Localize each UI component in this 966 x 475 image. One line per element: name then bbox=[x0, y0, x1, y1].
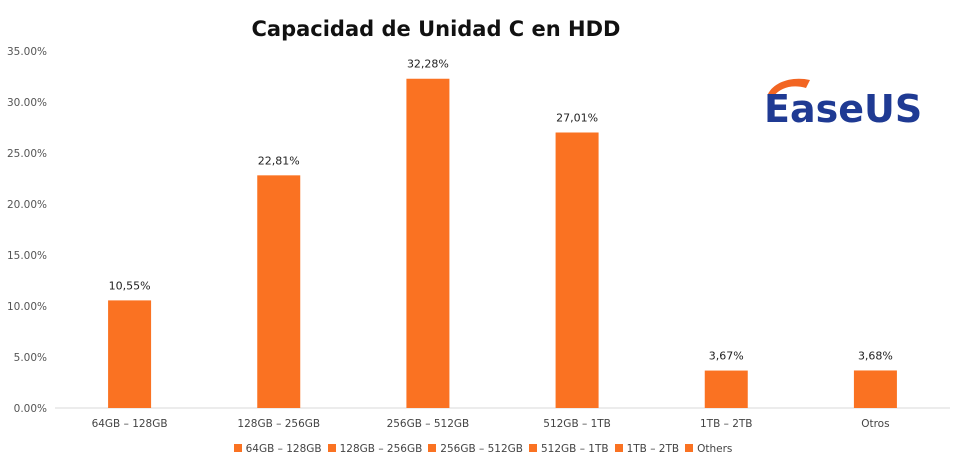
data-label: 27,01% bbox=[556, 111, 598, 124]
bars bbox=[108, 78, 897, 409]
legend-swatch-icon bbox=[685, 444, 694, 452]
y-tick-label: 30.00% bbox=[7, 97, 47, 109]
data-label: 3,67% bbox=[709, 350, 744, 363]
legend-item: 128GB – 256GB bbox=[327, 443, 423, 455]
legend-label: Others bbox=[697, 443, 733, 455]
legend-item: 64GB – 128GB bbox=[233, 443, 322, 455]
data-labels: 10,55% 22,81% 32,28% 27,01% 3,67% 3,68% bbox=[109, 58, 893, 363]
x-tick-label: 256GB – 512GB bbox=[387, 418, 470, 430]
bar bbox=[257, 175, 301, 408]
legend-item: 512GB – 1TB bbox=[528, 443, 609, 455]
y-tick-label: 10.00% bbox=[7, 301, 47, 313]
easeus-logo: EaseUS bbox=[762, 74, 932, 131]
y-tick-label: 25.00% bbox=[7, 148, 47, 160]
data-label: 22,81% bbox=[258, 154, 300, 167]
data-label: 32,28% bbox=[407, 58, 449, 71]
y-tick-label: 15.00% bbox=[7, 250, 47, 262]
bar bbox=[704, 370, 748, 408]
bar bbox=[108, 300, 152, 408]
legend-item: 256GB – 512GB bbox=[428, 443, 523, 455]
legend-label: 128GB – 256GB bbox=[339, 443, 423, 455]
legend-label: 512GB – 1TB bbox=[540, 443, 609, 455]
y-axis-ticks: 0.00% 5.00% 10.00% 15.00% 20.00% 25.00% 30.00%… bbox=[7, 46, 47, 415]
logo-wordmark: EaseUS bbox=[764, 87, 922, 130]
legend-label: 256GB – 512GB bbox=[440, 443, 523, 455]
logo-swoosh-icon bbox=[768, 78, 810, 96]
y-tick-label: 35.00% bbox=[7, 46, 47, 58]
bar bbox=[555, 132, 599, 409]
y-tick-label: 5.00% bbox=[14, 352, 47, 364]
x-tick-label: 1TB – 2TB bbox=[700, 418, 753, 430]
x-tick-label: 64GB – 128GB bbox=[92, 418, 168, 430]
x-tick-label: 128GB – 256GB bbox=[237, 418, 320, 430]
y-tick-label: 20.00% bbox=[7, 199, 47, 211]
legend-item: 1TB – 2TB bbox=[614, 443, 680, 455]
y-tick-label: 0.00% bbox=[14, 403, 47, 415]
legend-label: 64GB – 128GB bbox=[245, 443, 322, 455]
legend-swatch-icon bbox=[528, 444, 537, 452]
data-label: 3,68% bbox=[858, 349, 893, 362]
data-label: 10,55% bbox=[109, 279, 151, 292]
x-axis-ticks: 64GB – 128GB 128GB – 256GB 256GB – 512GB 51… bbox=[92, 418, 890, 430]
legend-swatch-icon bbox=[614, 444, 623, 452]
legend-item: Others bbox=[685, 443, 732, 455]
legend-swatch-icon bbox=[428, 444, 437, 452]
legend-swatch-icon bbox=[327, 444, 336, 452]
chart-title: Capacidad de Unidad C en HDD bbox=[252, 17, 621, 41]
legend-swatch-icon bbox=[233, 444, 242, 452]
bar bbox=[406, 78, 450, 408]
x-tick-label: 512GB – 1TB bbox=[543, 418, 611, 430]
bar bbox=[853, 370, 897, 408]
x-tick-label: Otros bbox=[861, 418, 889, 430]
chart-legend: 64GB – 128GB 128GB – 256GB 256GB – 512GB 51… bbox=[0, 443, 966, 455]
legend-label: 1TB – 2TB bbox=[626, 443, 680, 455]
